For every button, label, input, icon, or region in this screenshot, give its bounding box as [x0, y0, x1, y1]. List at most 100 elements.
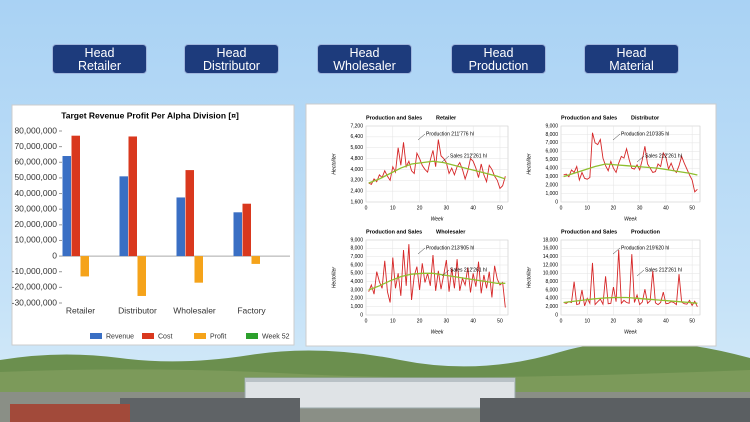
x-tick-label: Retailer: [66, 305, 95, 315]
y-tick-label: 3,000: [350, 287, 363, 293]
bar: [62, 156, 71, 257]
annotation-pointer: [612, 247, 621, 255]
bar: [137, 256, 146, 296]
legend-swatch: [142, 333, 154, 339]
chart-subtitle: Distributor: [631, 115, 660, 121]
y-tick-label: 10,000,000: [14, 235, 57, 245]
annotation: Production 211'776 hl: [426, 131, 474, 137]
chart-title: Production and Sales: [561, 229, 617, 235]
series-line: [563, 163, 698, 178]
y-tick-label: 4,800: [350, 156, 363, 162]
y-tick-label: 2,000: [545, 182, 558, 188]
y-tick-label: 1,000: [545, 191, 558, 197]
x-tick-label: 50: [689, 318, 695, 324]
y-tick-label: 18,000: [543, 237, 559, 243]
y-tick-label: 2,400: [350, 188, 363, 194]
annotation-pointer: [636, 155, 645, 163]
x-tick-label: 0: [365, 318, 368, 324]
y-tick-label: 70,000,000: [14, 141, 57, 151]
x-axis-label: Week: [431, 329, 444, 335]
x-tick-label: 10: [584, 205, 590, 211]
x-tick-label: 0: [560, 318, 563, 324]
legend-swatch: [194, 333, 206, 339]
x-axis-label: Week: [624, 216, 637, 222]
x-tick-label: Factory: [237, 305, 266, 315]
y-tick-label: 6,000: [545, 287, 558, 293]
y-tick-label: 4,000: [545, 166, 558, 172]
y-tick-label: 7,200: [350, 123, 363, 129]
y-tick-label: 12,000: [543, 262, 559, 268]
x-tick-label: 20: [611, 318, 617, 324]
annotation: Sales 212'261 hl: [450, 267, 487, 273]
annotation: Sales 212'261 hl: [450, 153, 487, 159]
y-tick-label: 4,000: [350, 279, 363, 285]
y-tick-label: 60,000,000: [14, 157, 57, 167]
chart-title: Production and Sales: [366, 229, 422, 235]
x-tick-label: 0: [560, 205, 563, 211]
y-tick-label: 7,000: [545, 140, 558, 146]
warehouse: [480, 398, 750, 422]
chart-subtitle: Production: [631, 229, 661, 235]
y-tick-label: 10,000: [543, 271, 559, 277]
y-tick-label: 5,600: [350, 145, 363, 151]
y-tick-label: -10,000,000: [12, 266, 58, 276]
series-line: [563, 296, 698, 304]
y-tick-label: 5,000: [350, 271, 363, 277]
y-tick-label: 6,000: [350, 262, 363, 268]
nav-button[interactable]: Head Material: [584, 44, 679, 74]
y-tick-label: 3,200: [350, 178, 363, 184]
line-panel: [305, 103, 717, 347]
annotation-pointer: [417, 247, 426, 255]
y-tick-label: 16,000: [543, 246, 559, 252]
legend-swatch: [246, 333, 258, 339]
y-tick-label: -30,000,000: [12, 297, 58, 307]
annotation: Production 210'335 hl: [621, 131, 669, 137]
annotation-pointer: [441, 269, 450, 277]
y-tick-label: 50,000,000: [14, 172, 57, 182]
y-tick-label: 1,600: [350, 199, 363, 205]
x-tick-label: 50: [689, 205, 695, 211]
series-line: [563, 249, 698, 307]
series-line: [368, 272, 506, 291]
x-tick-label: Wholesaler: [173, 305, 216, 315]
annotation-pointer: [441, 155, 450, 163]
y-tick-label: -20,000,000: [12, 282, 58, 292]
x-tick-label: 40: [470, 318, 476, 324]
chart-title: Production and Sales: [561, 115, 617, 121]
nav-button[interactable]: Head Production: [451, 44, 546, 74]
series-line: [368, 160, 506, 184]
x-tick-label: 0: [365, 205, 368, 211]
bar: [176, 197, 185, 257]
nav-button[interactable]: Head Distributor: [184, 44, 279, 74]
y-tick-label: 1,000: [350, 304, 363, 310]
y-tick-label: 0: [555, 199, 558, 205]
x-tick-label: 30: [637, 205, 643, 211]
y-tick-label: 0: [555, 312, 558, 318]
nav-button[interactable]: Head Retailer: [52, 44, 147, 74]
nav-button[interactable]: Head Wholesaler: [317, 44, 412, 74]
legend-label: Week 52: [262, 333, 290, 340]
y-tick-label: 9,000: [350, 237, 363, 243]
y-tick-label: 6,000: [545, 149, 558, 155]
chart-title: Production and Sales: [366, 115, 422, 121]
y-tick-label: 14,000: [543, 254, 559, 260]
y-tick-label: 80,000,000: [14, 125, 57, 135]
bar: [194, 256, 203, 283]
y-tick-label: 8,000: [545, 132, 558, 138]
annotation-pointer: [636, 269, 645, 277]
legend-label: Cost: [158, 333, 172, 340]
x-tick-label: 40: [663, 318, 669, 324]
y-tick-label: 20,000,000: [14, 219, 57, 229]
chart-subtitle: Wholesaler: [436, 229, 466, 235]
bar: [185, 170, 194, 257]
bar: [242, 203, 251, 257]
x-tick-label: 20: [611, 205, 617, 211]
chart-title: Target Revenue Profit Per Alpha Division…: [61, 110, 239, 120]
warehouse: [120, 398, 300, 422]
bar: [71, 135, 80, 257]
y-tick-label: 0: [52, 250, 57, 260]
x-tick-label: 40: [663, 205, 669, 211]
legend-swatch: [90, 333, 102, 339]
bar: [251, 256, 260, 264]
